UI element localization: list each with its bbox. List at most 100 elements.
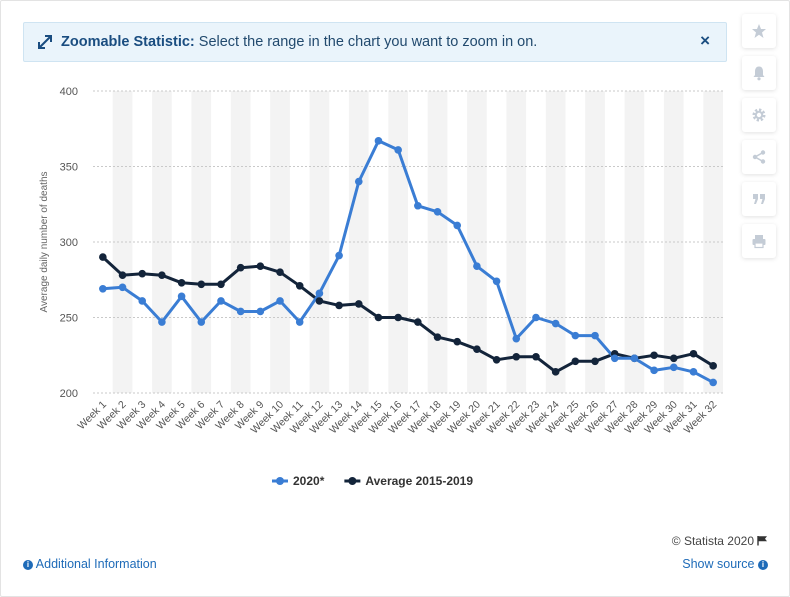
show-source-link[interactable]: Show source i: [682, 557, 768, 571]
info-icon: i: [758, 560, 768, 570]
data-point[interactable]: [276, 268, 284, 277]
data-point[interactable]: [433, 333, 442, 341]
data-point[interactable]: [177, 292, 186, 301]
data-point[interactable]: [453, 337, 462, 346]
show-source-label: Show source: [682, 557, 755, 571]
data-point[interactable]: [256, 307, 265, 316]
settings-button[interactable]: [742, 98, 776, 132]
cite-button[interactable]: [742, 182, 776, 216]
star-icon: [752, 24, 766, 38]
data-point[interactable]: [394, 313, 402, 322]
data-point[interactable]: [335, 251, 343, 260]
data-point[interactable]: [473, 262, 481, 270]
data-point[interactable]: [669, 363, 678, 372]
banner-title: Zoomable Statistic:: [61, 34, 195, 50]
data-point[interactable]: [374, 313, 383, 322]
data-point[interactable]: [394, 146, 402, 154]
data-point[interactable]: [335, 301, 343, 310]
legend-label[interactable]: 2020*: [293, 474, 325, 488]
copyright-text: © Statista 2020: [671, 534, 754, 548]
data-point[interactable]: [236, 263, 245, 272]
quote-icon: [753, 194, 765, 204]
data-point[interactable]: [354, 177, 363, 186]
info-icon: i: [23, 560, 33, 570]
data-point[interactable]: [374, 137, 383, 145]
y-tick-label: 250: [60, 313, 78, 325]
data-point[interactable]: [669, 354, 678, 363]
data-point[interactable]: [256, 262, 265, 270]
data-point[interactable]: [315, 297, 324, 305]
grid-band: [270, 91, 290, 393]
print-button[interactable]: [742, 224, 776, 258]
y-tick-label: 200: [60, 388, 78, 400]
data-point[interactable]: [217, 280, 225, 289]
data-point[interactable]: [591, 331, 599, 340]
data-point[interactable]: [630, 354, 639, 363]
data-point[interactable]: [217, 297, 225, 305]
data-point[interactable]: [295, 281, 304, 290]
data-point[interactable]: [99, 253, 107, 261]
banner-text: Select the range in the chart you want t…: [198, 34, 538, 50]
y-axis-ticks: 200 250 300 350 400: [60, 86, 78, 400]
data-point[interactable]: [315, 289, 324, 298]
data-point[interactable]: [295, 318, 304, 326]
close-icon[interactable]: ×: [700, 31, 710, 50]
data-point[interactable]: [453, 221, 462, 230]
data-point[interactable]: [414, 201, 422, 210]
data-point[interactable]: [610, 354, 619, 363]
data-point[interactable]: [414, 318, 422, 326]
data-point[interactable]: [197, 280, 206, 289]
banner-message: Zoomable Statistic: Select the range in …: [61, 34, 537, 50]
data-point[interactable]: [473, 345, 481, 354]
data-point[interactable]: [591, 357, 599, 366]
data-point[interactable]: [177, 278, 186, 287]
legend-swatch-marker: [348, 477, 357, 485]
data-point[interactable]: [433, 208, 442, 216]
data-point[interactable]: [512, 334, 521, 343]
data-point[interactable]: [492, 355, 501, 364]
legend-label[interactable]: Average 2015-2019: [365, 474, 473, 488]
data-point[interactable]: [276, 297, 284, 305]
data-point[interactable]: [571, 357, 580, 366]
data-point[interactable]: [650, 366, 658, 375]
flag-icon: [757, 536, 767, 546]
zoom-banner: Zoomable Statistic: Select the range in …: [23, 22, 727, 62]
share-icon: [752, 150, 766, 164]
data-point[interactable]: [650, 351, 658, 360]
data-point[interactable]: [551, 319, 560, 328]
data-point[interactable]: [689, 349, 698, 358]
data-point[interactable]: [138, 269, 147, 278]
data-point[interactable]: [532, 313, 540, 322]
legend-swatch-marker: [276, 477, 284, 485]
y-tick-label: 350: [60, 162, 78, 174]
data-point[interactable]: [492, 277, 501, 286]
data-point[interactable]: [197, 318, 206, 326]
data-point[interactable]: [118, 271, 127, 280]
data-point[interactable]: [158, 271, 166, 280]
data-point[interactable]: [551, 368, 560, 376]
y-axis-label: Average daily number of deaths: [39, 171, 50, 312]
data-point[interactable]: [571, 331, 580, 340]
data-point[interactable]: [138, 297, 147, 305]
data-point[interactable]: [709, 362, 717, 370]
data-point[interactable]: [354, 300, 363, 308]
print-icon: [752, 235, 766, 249]
data-point[interactable]: [236, 307, 245, 316]
data-point[interactable]: [709, 378, 717, 387]
favorite-button[interactable]: [742, 14, 776, 48]
legend[interactable]: 2020* Average 2015-2019: [272, 474, 473, 488]
share-button[interactable]: [742, 140, 776, 174]
y-tick-label: 300: [60, 237, 78, 249]
gear-icon: [752, 108, 766, 122]
data-point[interactable]: [532, 352, 540, 361]
data-point[interactable]: [99, 285, 107, 293]
data-point[interactable]: [512, 352, 521, 361]
notification-button[interactable]: [742, 56, 776, 90]
series-points[interactable]: [99, 137, 717, 387]
data-point[interactable]: [158, 318, 166, 326]
data-point[interactable]: [118, 283, 127, 292]
additional-information-link[interactable]: i Additional Information: [23, 557, 157, 571]
data-point[interactable]: [689, 368, 698, 376]
